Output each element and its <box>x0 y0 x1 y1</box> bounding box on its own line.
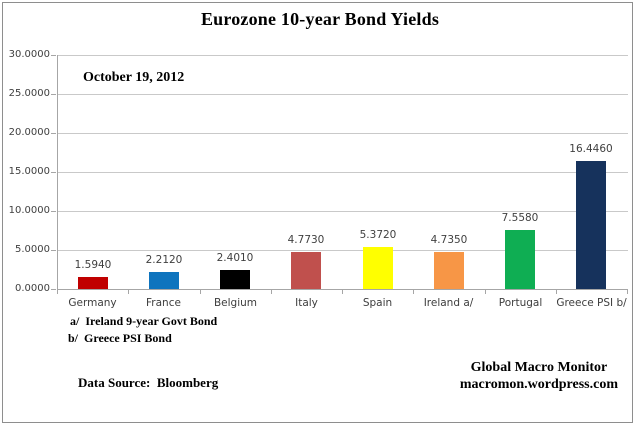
gridline <box>58 133 628 134</box>
y-axis-tick-label: 15.0000 <box>8 166 50 177</box>
x-category-label: Germany <box>68 297 117 309</box>
x-axis-tick <box>342 289 343 294</box>
bar-value-label: 2.4010 <box>216 252 254 264</box>
x-category-label: Portugal <box>498 297 543 309</box>
bar-greece-psi-b <box>576 161 606 289</box>
x-axis-tick <box>128 289 129 294</box>
credit-url: macromon.wordpress.com <box>459 377 618 392</box>
y-axis-tick-label: 20.0000 <box>8 127 50 138</box>
chart-outer-border <box>2 2 633 423</box>
bar-value-label: 4.7350 <box>430 234 468 246</box>
bar-value-label: 7.5580 <box>501 212 539 224</box>
y-axis-tick <box>51 211 56 212</box>
x-axis-tick <box>200 289 201 294</box>
footnote-ireland: a/ Ireland 9-year Govt Bond <box>70 314 218 328</box>
x-axis-tick <box>627 289 628 294</box>
gridline <box>58 55 628 56</box>
y-axis-tick-label: 5.0000 <box>15 244 50 255</box>
gridline <box>58 250 628 251</box>
y-axis-tick-label: 25.0000 <box>8 88 50 99</box>
y-axis-tick <box>51 94 56 95</box>
y-axis-tick <box>51 55 56 56</box>
date-annotation: October 19, 2012 <box>83 70 185 85</box>
y-axis-tick <box>51 250 56 251</box>
bar-italy <box>291 252 321 289</box>
x-axis-tick <box>271 289 272 294</box>
bar-germany <box>78 277 108 289</box>
y-axis-tick <box>51 133 56 134</box>
y-axis-tick-label: 30.0000 <box>8 49 50 60</box>
x-category-label: Belgium <box>213 297 258 309</box>
x-category-label: Spain <box>362 297 393 309</box>
y-axis-tick <box>51 172 56 173</box>
x-axis-tick <box>57 289 58 294</box>
gridline <box>58 94 628 95</box>
data-source-note: Data Source: Bloomberg <box>78 375 219 390</box>
bar-portugal <box>505 230 535 289</box>
y-axis-tick-label: 0.0000 <box>15 283 50 294</box>
y-axis-tick <box>51 289 56 290</box>
x-category-label: Greece PSI b/ <box>556 297 627 309</box>
x-axis-tick <box>556 289 557 294</box>
x-category-label: Italy <box>295 297 318 309</box>
gridline <box>58 211 628 212</box>
bar-value-label: 5.3720 <box>359 229 397 241</box>
gridline <box>58 172 628 173</box>
y-axis-tick-label: 10.0000 <box>8 205 50 216</box>
credit-name: Global Macro Monitor <box>470 360 608 375</box>
x-axis-tick <box>485 289 486 294</box>
bar-belgium <box>220 270 250 289</box>
bar-value-label: 16.4460 <box>569 143 613 155</box>
bar-spain <box>363 247 393 289</box>
footnote-greece: b/ Greece PSI Bond <box>68 331 172 345</box>
credit-block: Global Macro Monitor macromon.wordpress.… <box>460 359 618 393</box>
bar-value-label: 4.7730 <box>287 234 325 246</box>
x-category-label: France <box>146 297 181 309</box>
bar-france <box>149 272 179 289</box>
x-axis-tick <box>413 289 414 294</box>
bar-ireland-a <box>434 252 464 289</box>
bar-value-label: 1.5940 <box>74 259 112 271</box>
bar-value-label: 2.2120 <box>145 254 183 266</box>
x-category-label: Ireland a/ <box>423 297 474 309</box>
chart-title: Eurozone 10-year Bond Yields <box>200 9 440 29</box>
